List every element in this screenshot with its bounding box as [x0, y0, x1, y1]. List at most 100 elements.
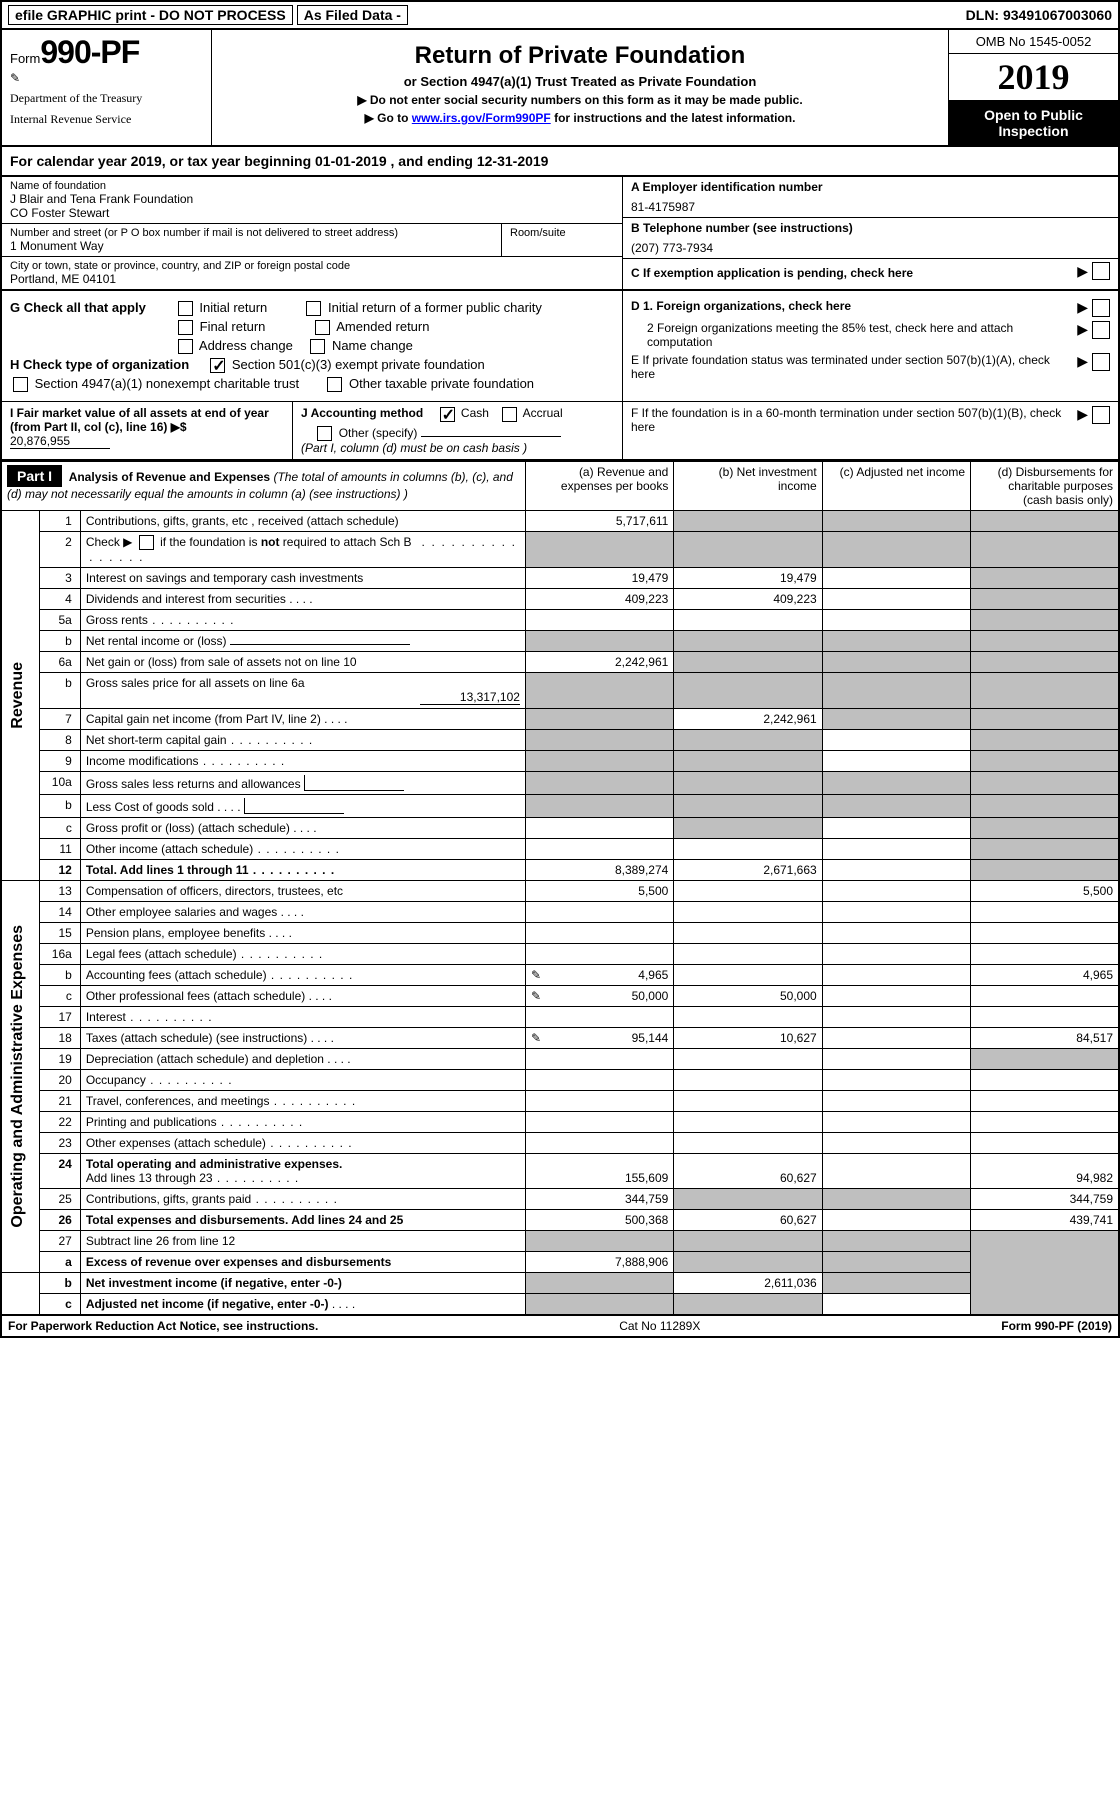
row-7: 7 Capital gain net income (from Part IV,…	[1, 709, 1119, 730]
form-ref: Form 990-PF (2019)	[1001, 1319, 1112, 1333]
row-21: 21Travel, conferences, and meetings	[1, 1091, 1119, 1112]
e-label: E If private foundation status was termi…	[631, 353, 1073, 381]
form-number-box: Form990-PF ✎ Department of the Treasury …	[2, 30, 212, 145]
note-2: ▶ Go to www.irs.gov/Form990PF for instru…	[224, 111, 936, 125]
part1-badge: Part I	[7, 465, 62, 487]
row-5a: 5a Gross rents	[1, 610, 1119, 631]
fmv-value: 20,876,955	[10, 434, 110, 449]
row-13: Operating and Administrative Expenses 13…	[1, 881, 1119, 902]
other-method-checkbox[interactable]	[317, 426, 332, 441]
form-number: 990-PF	[40, 34, 139, 70]
treasury-icon: ✎	[10, 71, 203, 85]
col-a-header: (a) Revenue and expenses per books	[525, 461, 673, 510]
4947-checkbox[interactable]	[13, 377, 28, 392]
g-row: G Check all that apply Initial return In…	[10, 300, 614, 316]
row-2: 2 Check ▶ if the foundation is not requi…	[1, 531, 1119, 567]
row-4: 4 Dividends and interest from securities…	[1, 589, 1119, 610]
top-header: efile GRAPHIC print - DO NOT PROCESS As …	[0, 0, 1120, 28]
row-25: 25 Contributions, gifts, grants paid 344…	[1, 1189, 1119, 1210]
row-19: 19Depreciation (attach schedule) and dep…	[1, 1049, 1119, 1070]
f-label: F If the foundation is in a 60-month ter…	[631, 406, 1073, 434]
exemption-cell: C If exemption application is pending, c…	[623, 259, 1118, 283]
row-17: 17Interest	[1, 1007, 1119, 1028]
col-b-header: (b) Net investment income	[674, 461, 822, 510]
f-checkbox[interactable]	[1092, 406, 1110, 424]
501c3-checkbox[interactable]	[210, 358, 225, 373]
part1-title: Analysis of Revenue and Expenses	[69, 470, 270, 484]
row-1: Revenue 1 Contributions, gifts, grants, …	[1, 510, 1119, 531]
dept-line2: Internal Revenue Service	[10, 112, 203, 127]
room-label: Room/suite	[510, 227, 614, 239]
pencil-icon[interactable]: ✎	[531, 1031, 541, 1045]
title-center: Return of Private Foundation or Section …	[212, 30, 948, 145]
e-checkbox[interactable]	[1092, 353, 1110, 371]
h-row: H Check type of organization Section 501…	[10, 357, 614, 373]
col-d-header: (d) Disbursements for charitable purpose…	[971, 461, 1119, 510]
foundation-name: J Blair and Tena Frank Foundation	[10, 192, 614, 206]
other-taxable-checkbox[interactable]	[327, 377, 342, 392]
j-note: (Part I, column (d) must be on cash basi…	[301, 441, 614, 455]
row-27c: c Adjusted net income (if negative, ente…	[1, 1294, 1119, 1316]
final-return-checkbox[interactable]	[178, 320, 193, 335]
row-6b: b Gross sales price for all assets on li…	[1, 673, 1119, 709]
sch-b-checkbox[interactable]	[139, 535, 154, 550]
section-gh: G Check all that apply Initial return In…	[0, 290, 1120, 401]
row-14: 14Other employee salaries and wages	[1, 902, 1119, 923]
irs-link[interactable]: www.irs.gov/Form990PF	[412, 111, 551, 125]
row-15: 15Pension plans, employee benefits	[1, 923, 1119, 944]
city-state-zip: Portland, ME 04101	[10, 272, 614, 286]
form-word: Form	[10, 51, 40, 66]
amended-checkbox[interactable]	[315, 320, 330, 335]
row-11: 11 Other income (attach schedule)	[1, 839, 1119, 860]
d1-label: D 1. Foreign organizations, check here	[631, 299, 851, 313]
inspection-badge: Open to Public Inspection	[949, 101, 1118, 145]
address-change-checkbox[interactable]	[178, 339, 193, 354]
initial-former-checkbox[interactable]	[306, 301, 321, 316]
dept-line1: Department of the Treasury	[10, 91, 203, 106]
cash-checkbox[interactable]	[440, 407, 455, 422]
row-9: 9 Income modifications	[1, 751, 1119, 772]
row-27a: a Excess of revenue over expenses and di…	[1, 1252, 1119, 1273]
title-block: Form990-PF ✎ Department of the Treasury …	[0, 28, 1120, 147]
arrow-icon: ▶	[1073, 263, 1092, 280]
name-change-checkbox[interactable]	[310, 339, 325, 354]
j-cell: J Accounting method Cash Accrual Other (…	[292, 402, 622, 459]
row-10b: b Less Cost of goods sold	[1, 795, 1119, 818]
exemption-checkbox[interactable]	[1092, 262, 1110, 280]
row-23: 23Other expenses (attach schedule)	[1, 1133, 1119, 1154]
city-cell: City or town, state or province, country…	[2, 257, 622, 289]
expenses-side-label: Operating and Administrative Expenses	[7, 915, 29, 1238]
paperwork-notice: For Paperwork Reduction Act Notice, see …	[8, 1319, 318, 1333]
col-c-header: (c) Adjusted net income	[822, 461, 970, 510]
row-27: 27 Subtract line 26 from line 12	[1, 1231, 1119, 1252]
row-3: 3 Interest on savings and temporary cash…	[1, 568, 1119, 589]
foundation-co: CO Foster Stewart	[10, 206, 614, 220]
row-26: 26 Total expenses and disbursements. Add…	[1, 1210, 1119, 1231]
row-10c: c Gross profit or (loss) (attach schedul…	[1, 818, 1119, 839]
pencil-icon[interactable]: ✎	[531, 989, 541, 1003]
dln-label: DLN: 93491067003060	[966, 7, 1112, 23]
d2-checkbox[interactable]	[1092, 321, 1110, 339]
calendar-year-row: For calendar year 2019, or tax year begi…	[0, 147, 1120, 177]
row-20: 20Occupancy	[1, 1070, 1119, 1091]
section-ij: I Fair market value of all assets at end…	[0, 401, 1120, 461]
row-16a: 16aLegal fees (attach schedule)	[1, 944, 1119, 965]
street-address: 1 Monument Way	[10, 239, 493, 253]
row-24: 24 Total operating and administrative ex…	[1, 1154, 1119, 1189]
foundation-name-cell: Name of foundation J Blair and Tena Fran…	[2, 177, 622, 224]
pencil-icon[interactable]: ✎	[531, 968, 541, 982]
initial-return-checkbox[interactable]	[178, 301, 193, 316]
accrual-checkbox[interactable]	[502, 407, 517, 422]
page-footer: For Paperwork Reduction Act Notice, see …	[0, 1316, 1120, 1338]
phone-value: (207) 773-7934	[631, 241, 1110, 255]
info-grid: Name of foundation J Blair and Tena Fran…	[0, 177, 1120, 290]
asfiled-label: As Filed Data -	[297, 5, 408, 25]
row-6a: 6a Net gain or (loss) from sale of asset…	[1, 652, 1119, 673]
i-cell: I Fair market value of all assets at end…	[2, 402, 292, 459]
row-16c: c Other professional fees (attach schedu…	[1, 986, 1119, 1007]
row-22: 22Printing and publications	[1, 1112, 1119, 1133]
row-27b: b Net investment income (if negative, en…	[1, 1273, 1119, 1294]
note-1: ▶ Do not enter social security numbers o…	[224, 93, 936, 107]
f-cell: F If the foundation is in a 60-month ter…	[622, 402, 1118, 459]
d1-checkbox[interactable]	[1092, 299, 1110, 317]
